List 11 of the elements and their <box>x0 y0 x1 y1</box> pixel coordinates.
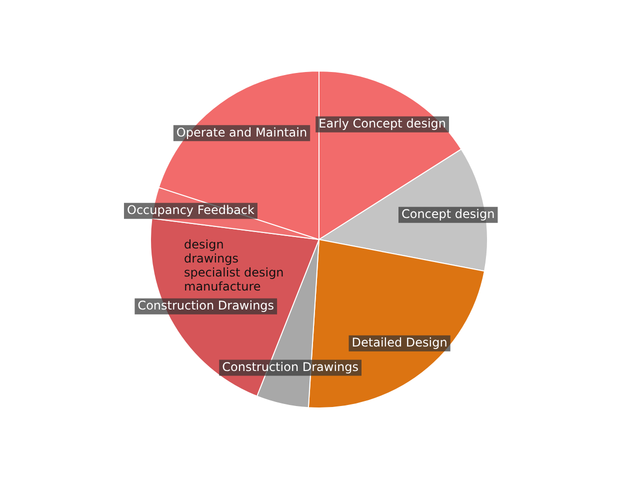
slice-label: Early Concept design <box>318 116 446 130</box>
slice-label: Concept design <box>401 206 495 221</box>
slice-label: Occupancy Feedback <box>126 202 255 217</box>
text: specialist design <box>184 266 284 280</box>
slice-label: Operate and Maintain <box>176 125 308 140</box>
text: design <box>184 238 224 252</box>
text: manufacture <box>184 280 261 294</box>
text: drawings <box>184 252 239 266</box>
slice-label: Construction Drawings <box>222 360 359 374</box>
slice-label: Construction Drawings <box>138 298 274 313</box>
slice-label: Detailed Design <box>352 335 448 350</box>
